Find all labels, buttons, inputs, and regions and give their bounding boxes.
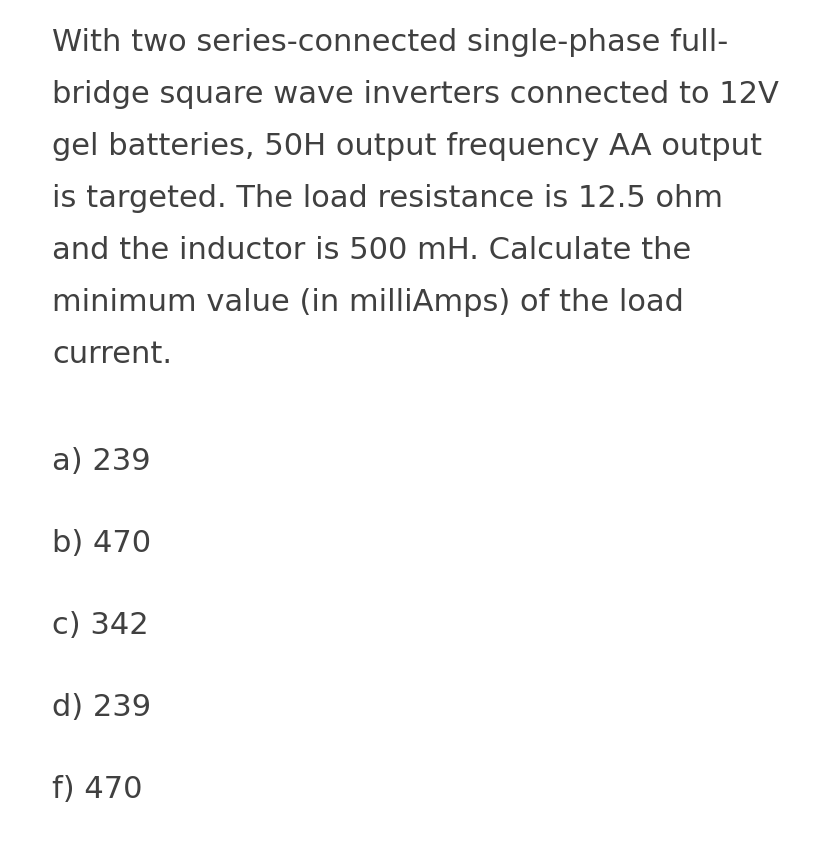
Text: and the inductor is 500 mH. Calculate the: and the inductor is 500 mH. Calculate th… — [52, 236, 691, 265]
Text: bridge square wave inverters connected to 12V: bridge square wave inverters connected t… — [52, 80, 778, 109]
Text: is targeted. The load resistance is 12.5 ohm: is targeted. The load resistance is 12.5… — [52, 184, 722, 213]
Text: current.: current. — [52, 340, 172, 369]
Text: b) 470: b) 470 — [52, 529, 151, 558]
Text: c) 342: c) 342 — [52, 611, 148, 640]
Text: a) 239: a) 239 — [52, 447, 151, 476]
Text: gel batteries, 50H output frequency AA output: gel batteries, 50H output frequency AA o… — [52, 132, 761, 161]
Text: d) 239: d) 239 — [52, 693, 151, 722]
Text: f) 470: f) 470 — [52, 775, 142, 804]
Text: minimum value (in milliAmps) of the load: minimum value (in milliAmps) of the load — [52, 288, 683, 317]
Text: With two series-connected single-phase full-: With two series-connected single-phase f… — [52, 28, 728, 57]
